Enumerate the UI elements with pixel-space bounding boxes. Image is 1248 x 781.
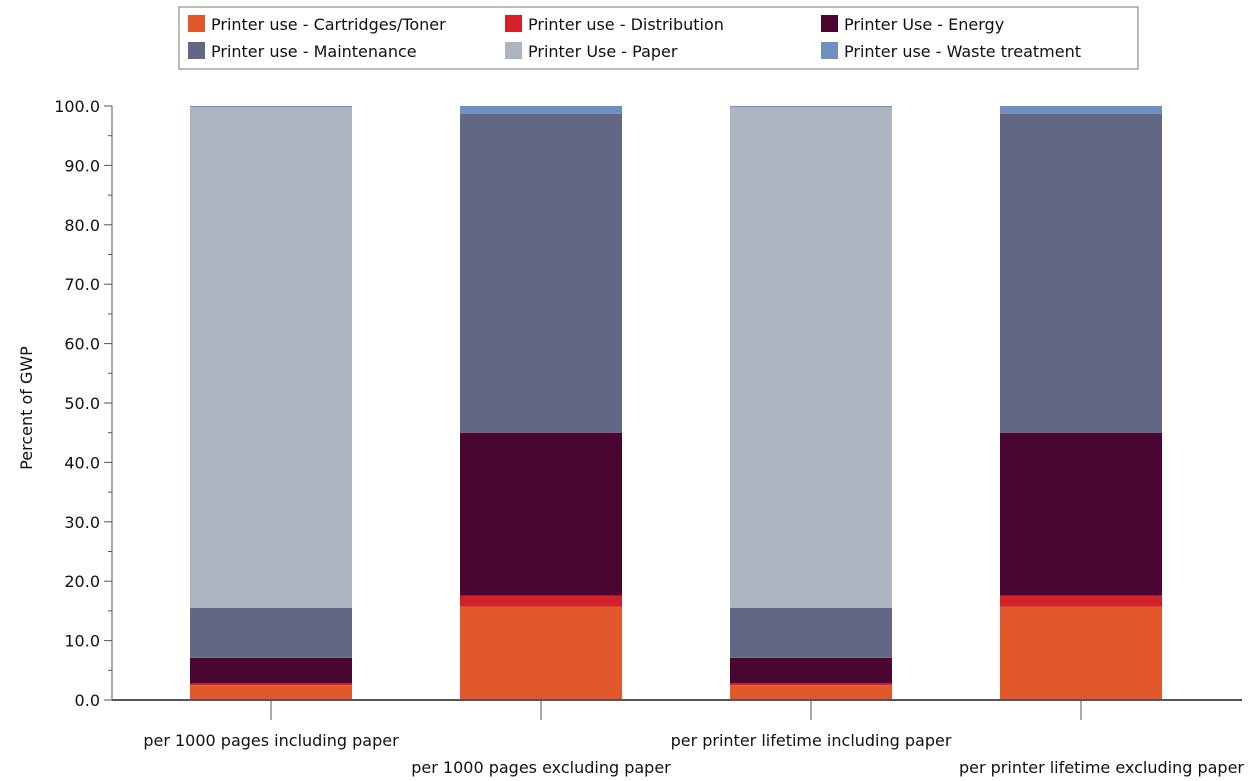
plot-area [190, 106, 1162, 700]
y-tick-label: 90.0 [64, 156, 100, 175]
y-tick-label: 0.0 [75, 691, 100, 710]
bar-segment [460, 432, 622, 596]
legend-swatch [188, 42, 205, 59]
bar-segment [1000, 606, 1162, 700]
bar-segment [460, 113, 622, 433]
x-tick-label: per printer lifetime excluding paper [959, 758, 1244, 777]
bar-segment [190, 685, 352, 700]
x-axis: per 1000 pages including paper per 1000 p… [112, 699, 1244, 777]
legend: Printer use - Cartridges/Toner Printer us… [178, 6, 1139, 70]
bar-segment [190, 106, 352, 108]
legend-swatch [505, 15, 522, 32]
y-tick-label: 100.0 [54, 97, 100, 116]
y-tick-label: 10.0 [64, 632, 100, 651]
bar-segment [190, 657, 352, 684]
y-tick-label: 40.0 [64, 453, 100, 472]
y-axis: 0.0 10.0 20.0 30.0 40.0 50.0 60.0 70.0 80.0 90.0 1… [54, 97, 113, 710]
bar-segment [730, 657, 892, 684]
legend-label: Printer Use - Paper [528, 42, 678, 61]
bar-segment [1000, 595, 1162, 607]
bar-segment [730, 685, 892, 700]
bar-segment [190, 607, 352, 658]
y-axis-label: Percent of GWP [17, 346, 36, 470]
legend-swatch [821, 42, 838, 59]
legend-swatch [505, 42, 522, 59]
y-tick-label: 60.0 [64, 335, 100, 354]
bar-segment [460, 595, 622, 607]
bar-segment [730, 106, 892, 108]
bar-segment [1000, 113, 1162, 433]
bar-segment [190, 107, 352, 608]
y-tick-label: 30.0 [64, 513, 100, 532]
y-tick-label: 70.0 [64, 275, 100, 294]
legend-label: Printer use - Maintenance [211, 42, 417, 61]
y-tick-label: 50.0 [64, 394, 100, 413]
legend-box [178, 6, 1139, 70]
bar-segment [1000, 106, 1162, 114]
bar-segment [460, 106, 622, 114]
bar-segment [730, 607, 892, 658]
x-tick-label: per printer lifetime including paper [671, 731, 952, 750]
bar-segment [1000, 432, 1162, 596]
y-tick-label: 80.0 [64, 216, 100, 235]
legend-swatch [821, 15, 838, 32]
y-tick-label: 20.0 [64, 572, 100, 591]
x-tick-label: per 1000 pages excluding paper [411, 758, 671, 777]
x-tick-label: per 1000 pages including paper [143, 731, 399, 750]
bar-segment [190, 683, 352, 686]
legend-label: Printer use - Cartridges/Toner [211, 15, 446, 34]
bar-segment [730, 107, 892, 608]
legend-label: Printer use - Distribution [528, 15, 724, 34]
legend-label: Printer Use - Energy [844, 15, 1004, 34]
bar-segment [460, 606, 622, 700]
legend-swatch [188, 15, 205, 32]
bar-segment [730, 683, 892, 686]
legend-label: Printer use - Waste treatment [844, 42, 1081, 61]
